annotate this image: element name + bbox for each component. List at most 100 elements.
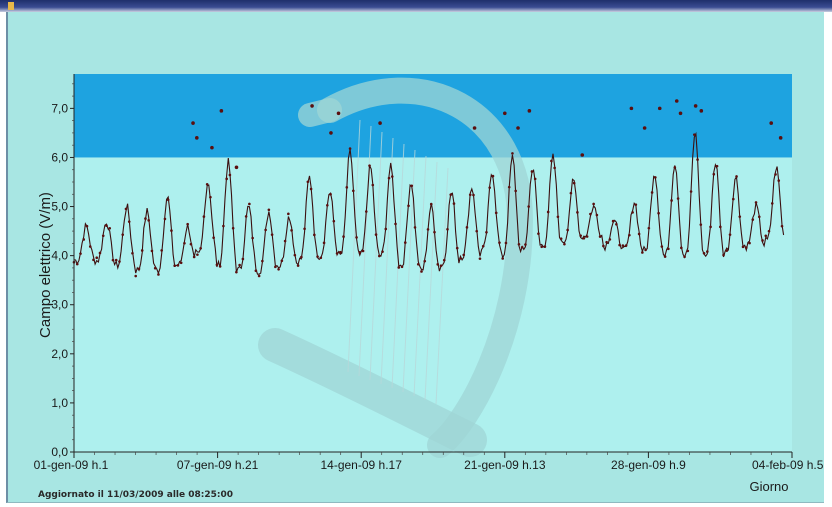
outlier-point bbox=[769, 121, 774, 125]
data-point bbox=[166, 198, 170, 202]
data-point bbox=[517, 242, 521, 246]
data-point bbox=[589, 212, 592, 216]
outlier-point bbox=[778, 136, 783, 140]
x-tick-label: 14-gen-09 h.17 bbox=[320, 458, 402, 472]
data-point bbox=[410, 184, 414, 188]
data-point bbox=[488, 186, 492, 189]
data-point bbox=[504, 241, 508, 245]
data-point bbox=[124, 207, 128, 211]
data-point bbox=[595, 213, 599, 217]
data-point bbox=[95, 256, 99, 260]
outlier-point bbox=[678, 111, 683, 116]
data-point bbox=[498, 241, 501, 244]
outlier-point bbox=[329, 131, 333, 135]
data-point bbox=[605, 240, 608, 244]
data-point bbox=[634, 203, 638, 206]
data-point bbox=[449, 193, 453, 196]
data-point bbox=[579, 234, 582, 237]
data-point bbox=[702, 251, 706, 255]
data-point bbox=[553, 166, 556, 170]
data-point bbox=[709, 225, 712, 229]
data-point bbox=[352, 189, 355, 193]
data-point bbox=[618, 243, 621, 247]
data-point bbox=[293, 253, 297, 257]
data-point bbox=[637, 232, 641, 236]
data-point bbox=[147, 219, 150, 222]
data-point bbox=[754, 201, 758, 204]
data-point bbox=[238, 263, 241, 267]
data-point bbox=[267, 208, 271, 212]
data-point bbox=[75, 262, 79, 266]
data-point bbox=[566, 228, 569, 232]
data-point bbox=[738, 215, 742, 218]
y-tick-label: 2,0 bbox=[51, 347, 68, 361]
data-point bbox=[339, 250, 342, 254]
data-point bbox=[670, 199, 673, 202]
outlier-point bbox=[219, 109, 224, 113]
outlier-point bbox=[629, 106, 634, 111]
data-point bbox=[173, 264, 176, 268]
data-point bbox=[348, 147, 352, 150]
data-point bbox=[345, 186, 349, 189]
outlier-point bbox=[699, 109, 704, 113]
outlier-point bbox=[191, 121, 195, 125]
data-point bbox=[615, 223, 618, 226]
data-point bbox=[144, 217, 147, 220]
data-point bbox=[377, 254, 381, 258]
outlier-point bbox=[693, 104, 698, 108]
data-point bbox=[306, 180, 310, 184]
data-point bbox=[650, 191, 654, 194]
x-axis-title: Giorno bbox=[749, 479, 788, 494]
data-point bbox=[683, 255, 686, 259]
data-point bbox=[101, 234, 105, 238]
data-point bbox=[183, 241, 186, 245]
data-point bbox=[582, 237, 586, 240]
data-point bbox=[507, 185, 511, 189]
series-line bbox=[73, 131, 785, 275]
data-point bbox=[731, 197, 735, 201]
data-point bbox=[403, 241, 407, 244]
x-tick-label: 01-gen-09 h.1 bbox=[34, 458, 109, 472]
outlier-point bbox=[472, 126, 477, 130]
data-point bbox=[300, 255, 303, 259]
data-point bbox=[439, 264, 443, 268]
outlier-point bbox=[210, 145, 214, 150]
data-point bbox=[326, 203, 329, 207]
outlier-point bbox=[195, 136, 199, 140]
data-point bbox=[186, 222, 189, 226]
data-point bbox=[241, 257, 245, 261]
data-point bbox=[608, 238, 612, 241]
data-point bbox=[192, 255, 196, 259]
data-point bbox=[280, 259, 284, 263]
data-point bbox=[163, 217, 167, 221]
data-point bbox=[511, 152, 514, 155]
data-point bbox=[481, 244, 485, 248]
data-point bbox=[757, 215, 761, 219]
data-point bbox=[530, 170, 534, 173]
data-point bbox=[631, 211, 634, 214]
data-point bbox=[459, 257, 462, 260]
data-point bbox=[387, 176, 391, 180]
data-point bbox=[140, 249, 144, 252]
data-point bbox=[524, 243, 527, 246]
data-point bbox=[257, 274, 261, 278]
y-tick-label: 3,0 bbox=[51, 298, 68, 312]
data-point bbox=[533, 177, 537, 181]
data-point bbox=[390, 175, 394, 178]
data-point bbox=[462, 253, 466, 257]
data-point bbox=[397, 266, 401, 269]
outlier-point bbox=[310, 104, 314, 108]
data-point bbox=[209, 195, 212, 199]
data-point bbox=[442, 258, 446, 262]
data-point bbox=[602, 244, 605, 248]
data-point bbox=[105, 224, 108, 227]
data-point bbox=[780, 224, 784, 228]
data-point bbox=[114, 258, 118, 262]
data-point bbox=[290, 229, 293, 232]
data-point bbox=[215, 263, 219, 267]
data-point bbox=[592, 202, 595, 206]
x-tick-label: 21-gen-09 h.13 bbox=[464, 458, 546, 472]
data-point bbox=[179, 261, 183, 265]
y-tick-label: 1,0 bbox=[51, 396, 68, 410]
